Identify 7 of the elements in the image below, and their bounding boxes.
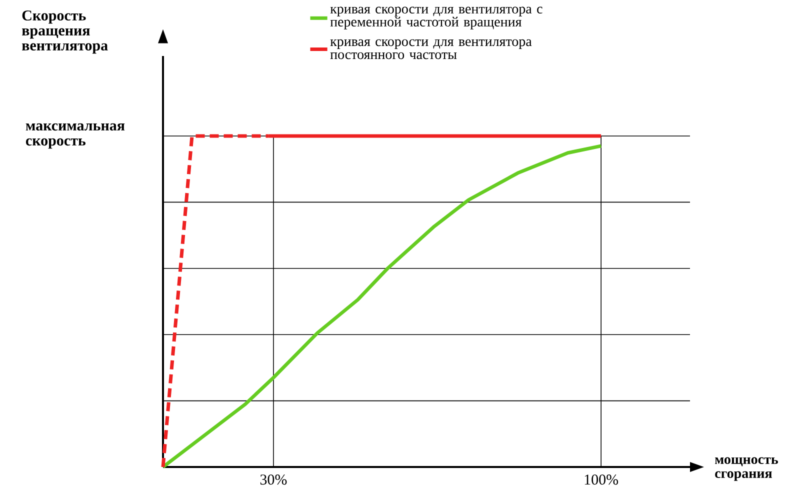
legend-label: кривая скорости для вентилятора постоянного частоты (330, 39, 532, 60)
x-tick-label: 30% (260, 474, 287, 485)
x-tick-label: 100% (584, 474, 618, 485)
legend-label: кривая скорости для вентилятора с переменной частотой вращения (330, 6, 542, 30)
text: Скорость вращения вентилятора (22, 10, 108, 54)
text: максимальная скорость (26, 123, 125, 149)
x-axis-title: мощность сгорания (714, 457, 778, 481)
